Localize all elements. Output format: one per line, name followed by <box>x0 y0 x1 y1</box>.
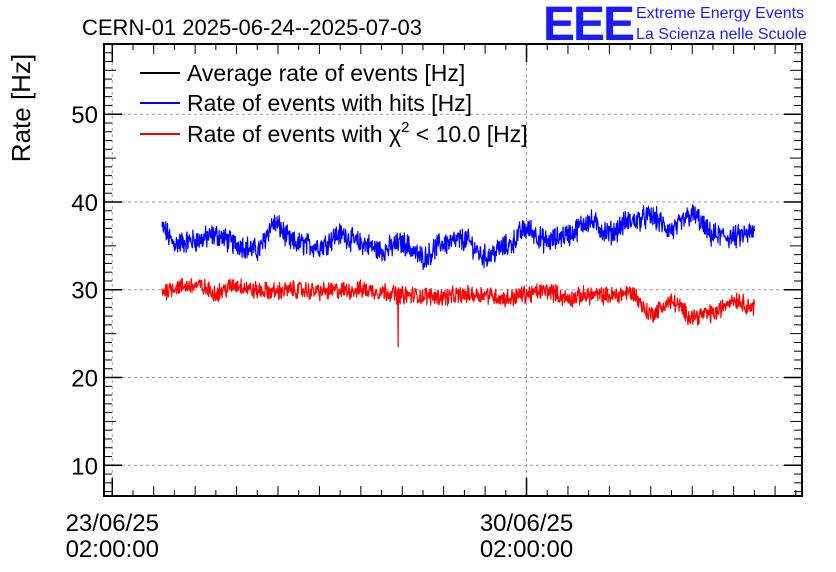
x-tick-label-time-0: 02:00:00 <box>66 536 159 563</box>
chart-title: CERN-01 2025-06-24--2025-07-03 <box>82 15 422 40</box>
logo-line-2: La Scienza nelle Scuole <box>636 26 807 43</box>
legend-chi2-text-b: < 10.0 [Hz] <box>409 121 527 147</box>
series-line-chi2 <box>161 278 755 348</box>
data-series <box>161 204 755 348</box>
legend-entry-chi2: Rate of events with χ2 < 10.0 [Hz] <box>140 119 528 147</box>
eee-logo: EEE Extreme Energy Events La Scienza nel… <box>543 0 807 51</box>
series-line-hits <box>161 204 755 271</box>
eee-logo-mark: EEE <box>543 0 634 51</box>
y-tick-label-50: 50 <box>71 102 98 129</box>
legend: Average rate of events [Hz] Rate of even… <box>140 60 528 147</box>
plot-frame <box>103 43 803 497</box>
legend-label-chi2: Rate of events with χ2 < 10.0 [Hz] <box>187 119 528 147</box>
legend-chi2-symbol: χ <box>389 121 401 147</box>
legend-chi2-superscript: 2 <box>401 119 409 136</box>
y-tick-label-10: 10 <box>71 453 98 480</box>
x-tick-label-time-1: 02:00:00 <box>480 536 573 563</box>
logo-line-1: Extreme Energy Events <box>636 5 804 22</box>
legend-label-hits: Rate of events with hits [Hz] <box>187 90 472 116</box>
legend-entry-average: Average rate of events [Hz] <box>140 60 465 86</box>
legend-chi2-text-a: Rate of events with <box>187 121 389 147</box>
x-tick-label-date-0: 23/06/25 <box>66 510 159 537</box>
legend-entry-hits: Rate of events with hits [Hz] <box>140 90 472 116</box>
legend-label-average: Average rate of events [Hz] <box>187 60 465 86</box>
y-tick-label-20: 20 <box>71 366 98 393</box>
axis-ticks: 102030405023/06/2502:00:0030/06/2502:00:… <box>66 43 802 563</box>
y-tick-label-40: 40 <box>71 190 98 217</box>
y-axis-title: Rate [Hz] <box>6 54 36 162</box>
x-tick-label-date-1: 30/06/25 <box>480 510 573 537</box>
y-tick-label-30: 30 <box>71 278 98 305</box>
